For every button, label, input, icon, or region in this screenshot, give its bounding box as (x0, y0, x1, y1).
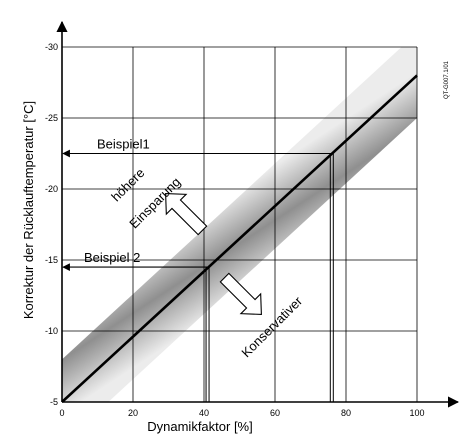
down-arrow-icon (219, 272, 262, 315)
tolerance-band (62, 47, 417, 402)
example-label-2: Beispiel 2 (84, 250, 140, 265)
y-tick-labels: -5 -10 -15 -20 -25 -30 (45, 42, 58, 407)
figure-code: QT-G007.1/01 (444, 60, 450, 99)
x-tick-label-5: 100 (409, 408, 424, 418)
up-arrow-icon (165, 193, 208, 236)
x-tick-label-0: 0 (59, 408, 64, 418)
series-line (61, 74, 418, 403)
y-tick-label-3: -20 (45, 184, 58, 194)
x-tick-label-4: 80 (341, 408, 351, 418)
x-tick-labels: 0 20 40 60 80 100 (59, 408, 424, 418)
y-tick-label-4: -25 (45, 113, 58, 123)
examples: Beispiel1 Beispiel 2 (62, 137, 334, 402)
y-tick-label-2: -15 (45, 255, 58, 265)
y-tick-label-5: -30 (45, 42, 58, 52)
example-label-1: Beispiel1 (97, 137, 150, 152)
x-tick-label-2: 40 (199, 408, 209, 418)
x-tick-label-1: 20 (128, 408, 138, 418)
y-tick-label-0: -5 (50, 397, 58, 407)
x-axis-title: Dynamikfaktor [%] (147, 419, 252, 434)
x-tick-label-3: 60 (270, 408, 280, 418)
y-axis-title: Korrektur der Rücklauftemperatur [°C] (21, 101, 36, 319)
y-tick-label-1: -10 (45, 326, 58, 336)
